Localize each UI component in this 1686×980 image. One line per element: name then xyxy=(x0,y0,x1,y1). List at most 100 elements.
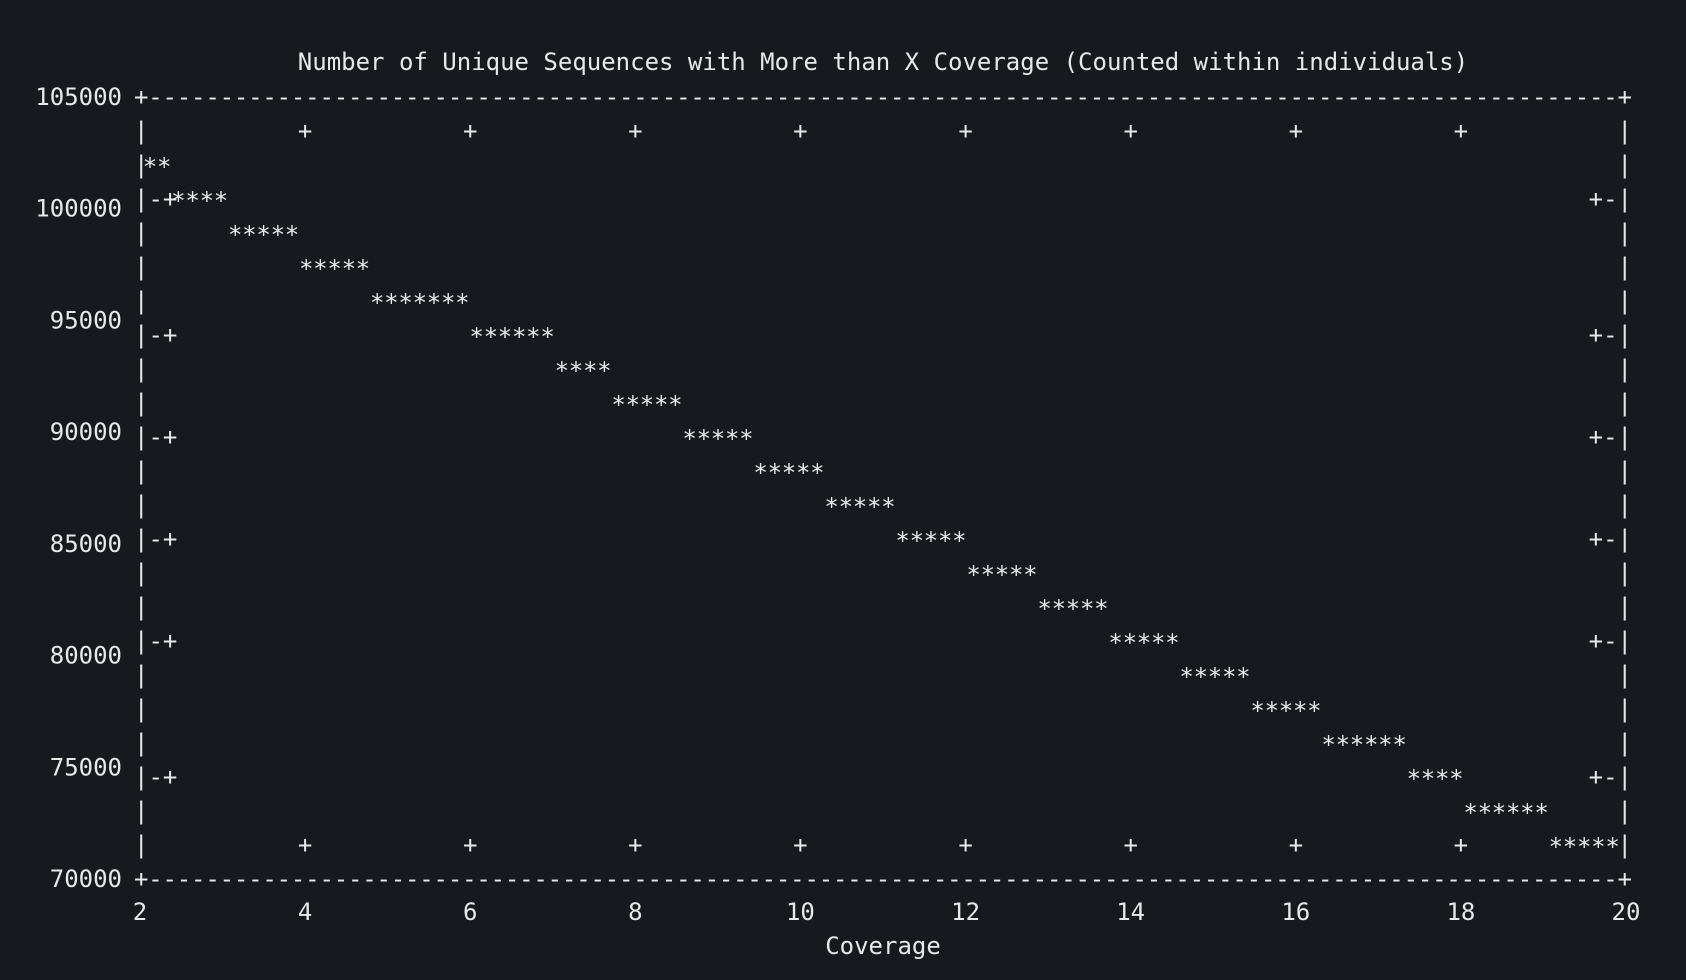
x-tick-mark-top: + xyxy=(1289,117,1303,145)
y-tick-mark-right: +-| xyxy=(1589,525,1632,553)
data-point: * xyxy=(1307,697,1321,725)
y-tick-label: 90000 xyxy=(50,418,122,446)
data-point: * xyxy=(1605,833,1619,861)
data-point: * xyxy=(867,493,881,521)
plot-border-right: | xyxy=(1618,389,1632,417)
y-tick-mark-right: +-| xyxy=(1589,763,1632,791)
data-point: * xyxy=(682,425,696,453)
x-tick-mark-bottom: + xyxy=(1289,831,1303,859)
data-point: * xyxy=(271,221,285,249)
data-point: * xyxy=(725,425,739,453)
data-point: * xyxy=(1407,765,1421,793)
plot-border-right: | xyxy=(1618,355,1632,383)
data-point: * xyxy=(1336,731,1350,759)
plot-border-left: | xyxy=(134,593,148,621)
data-point: * xyxy=(1151,629,1165,657)
plot-border-left: | xyxy=(134,355,148,383)
x-tick-mark-top: + xyxy=(793,117,807,145)
data-point: * xyxy=(981,561,995,589)
data-point: * xyxy=(1179,663,1193,691)
data-point: * xyxy=(185,187,199,215)
y-tick-mark-left: |-+ xyxy=(134,423,177,451)
data-point: * xyxy=(1037,595,1051,623)
y-tick-label: 85000 xyxy=(50,530,122,558)
plot-border-right: | xyxy=(1618,661,1632,689)
data-point: * xyxy=(1108,629,1122,657)
data-point: * xyxy=(1392,731,1406,759)
data-point: * xyxy=(356,255,370,283)
x-tick-mark-bottom: + xyxy=(463,831,477,859)
chart-title: Number of Unique Sequences with More tha… xyxy=(298,48,1468,76)
data-point: * xyxy=(285,221,299,249)
data-point: * xyxy=(569,357,583,385)
data-point: * xyxy=(469,323,483,351)
data-point: * xyxy=(1094,595,1108,623)
data-point: * xyxy=(739,425,753,453)
data-point: * xyxy=(384,289,398,317)
data-point: * xyxy=(1208,663,1222,691)
data-point: * xyxy=(1577,833,1591,861)
plot-border-left: | xyxy=(134,219,148,247)
data-point: * xyxy=(242,221,256,249)
data-point: * xyxy=(327,255,341,283)
data-point: * xyxy=(626,391,640,419)
x-tick-label: 20 xyxy=(1612,898,1641,926)
data-point: * xyxy=(1194,663,1208,691)
data-point: * xyxy=(1265,697,1279,725)
data-point: * xyxy=(342,255,356,283)
data-point: * xyxy=(1293,697,1307,725)
data-point: * xyxy=(796,459,810,487)
data-point: * xyxy=(555,357,569,385)
plot-border-left: | xyxy=(134,559,148,587)
data-point: * xyxy=(1364,731,1378,759)
plot-border-left: | xyxy=(134,661,148,689)
data-point: * xyxy=(1463,799,1477,827)
plot-border-right: | xyxy=(1618,797,1632,825)
y-tick-label: 105000 xyxy=(35,83,122,111)
data-point: * xyxy=(1378,731,1392,759)
plot-border-right: | xyxy=(1618,695,1632,723)
plot-border-right: | xyxy=(1618,831,1632,859)
data-point: * xyxy=(1250,697,1264,725)
data-point: * xyxy=(1066,595,1080,623)
data-point: * xyxy=(1563,833,1577,861)
data-point: * xyxy=(1052,595,1066,623)
data-point: * xyxy=(1350,731,1364,759)
plot-border-left: | xyxy=(134,831,148,859)
data-point: * xyxy=(1279,697,1293,725)
data-point: * xyxy=(143,153,157,181)
data-point: * xyxy=(640,391,654,419)
plot-border-right: | xyxy=(1618,491,1632,519)
plot-border-left: | xyxy=(134,253,148,281)
x-tick-mark-bottom: + xyxy=(628,831,642,859)
data-point: * xyxy=(1506,799,1520,827)
data-point: * xyxy=(1009,561,1023,589)
plot-border-right: | xyxy=(1618,219,1632,247)
data-point: * xyxy=(1080,595,1094,623)
data-point: * xyxy=(1449,765,1463,793)
data-point: * xyxy=(1534,799,1548,827)
y-tick-mark-left: |-+ xyxy=(134,763,177,791)
data-point: * xyxy=(1137,629,1151,657)
data-point: * xyxy=(668,391,682,419)
data-point: * xyxy=(1421,765,1435,793)
x-tick-label: 10 xyxy=(786,898,815,926)
data-point: * xyxy=(839,493,853,521)
y-tick-mark-left: |-+ xyxy=(134,185,177,213)
data-point: * xyxy=(526,323,540,351)
data-point: * xyxy=(441,289,455,317)
y-tick-mark-left: |-+ xyxy=(134,627,177,655)
data-point: * xyxy=(881,493,895,521)
y-tick-label: 95000 xyxy=(50,306,122,334)
x-tick-mark-bottom: + xyxy=(793,831,807,859)
data-point: * xyxy=(370,289,384,317)
data-point: * xyxy=(924,527,938,555)
data-point: * xyxy=(1435,765,1449,793)
x-tick-mark-top: + xyxy=(463,117,477,145)
plot-border-right: | xyxy=(1618,117,1632,145)
y-tick-mark-right: +-| xyxy=(1589,185,1632,213)
data-point: * xyxy=(256,221,270,249)
data-point: * xyxy=(299,255,313,283)
data-point: * xyxy=(952,527,966,555)
